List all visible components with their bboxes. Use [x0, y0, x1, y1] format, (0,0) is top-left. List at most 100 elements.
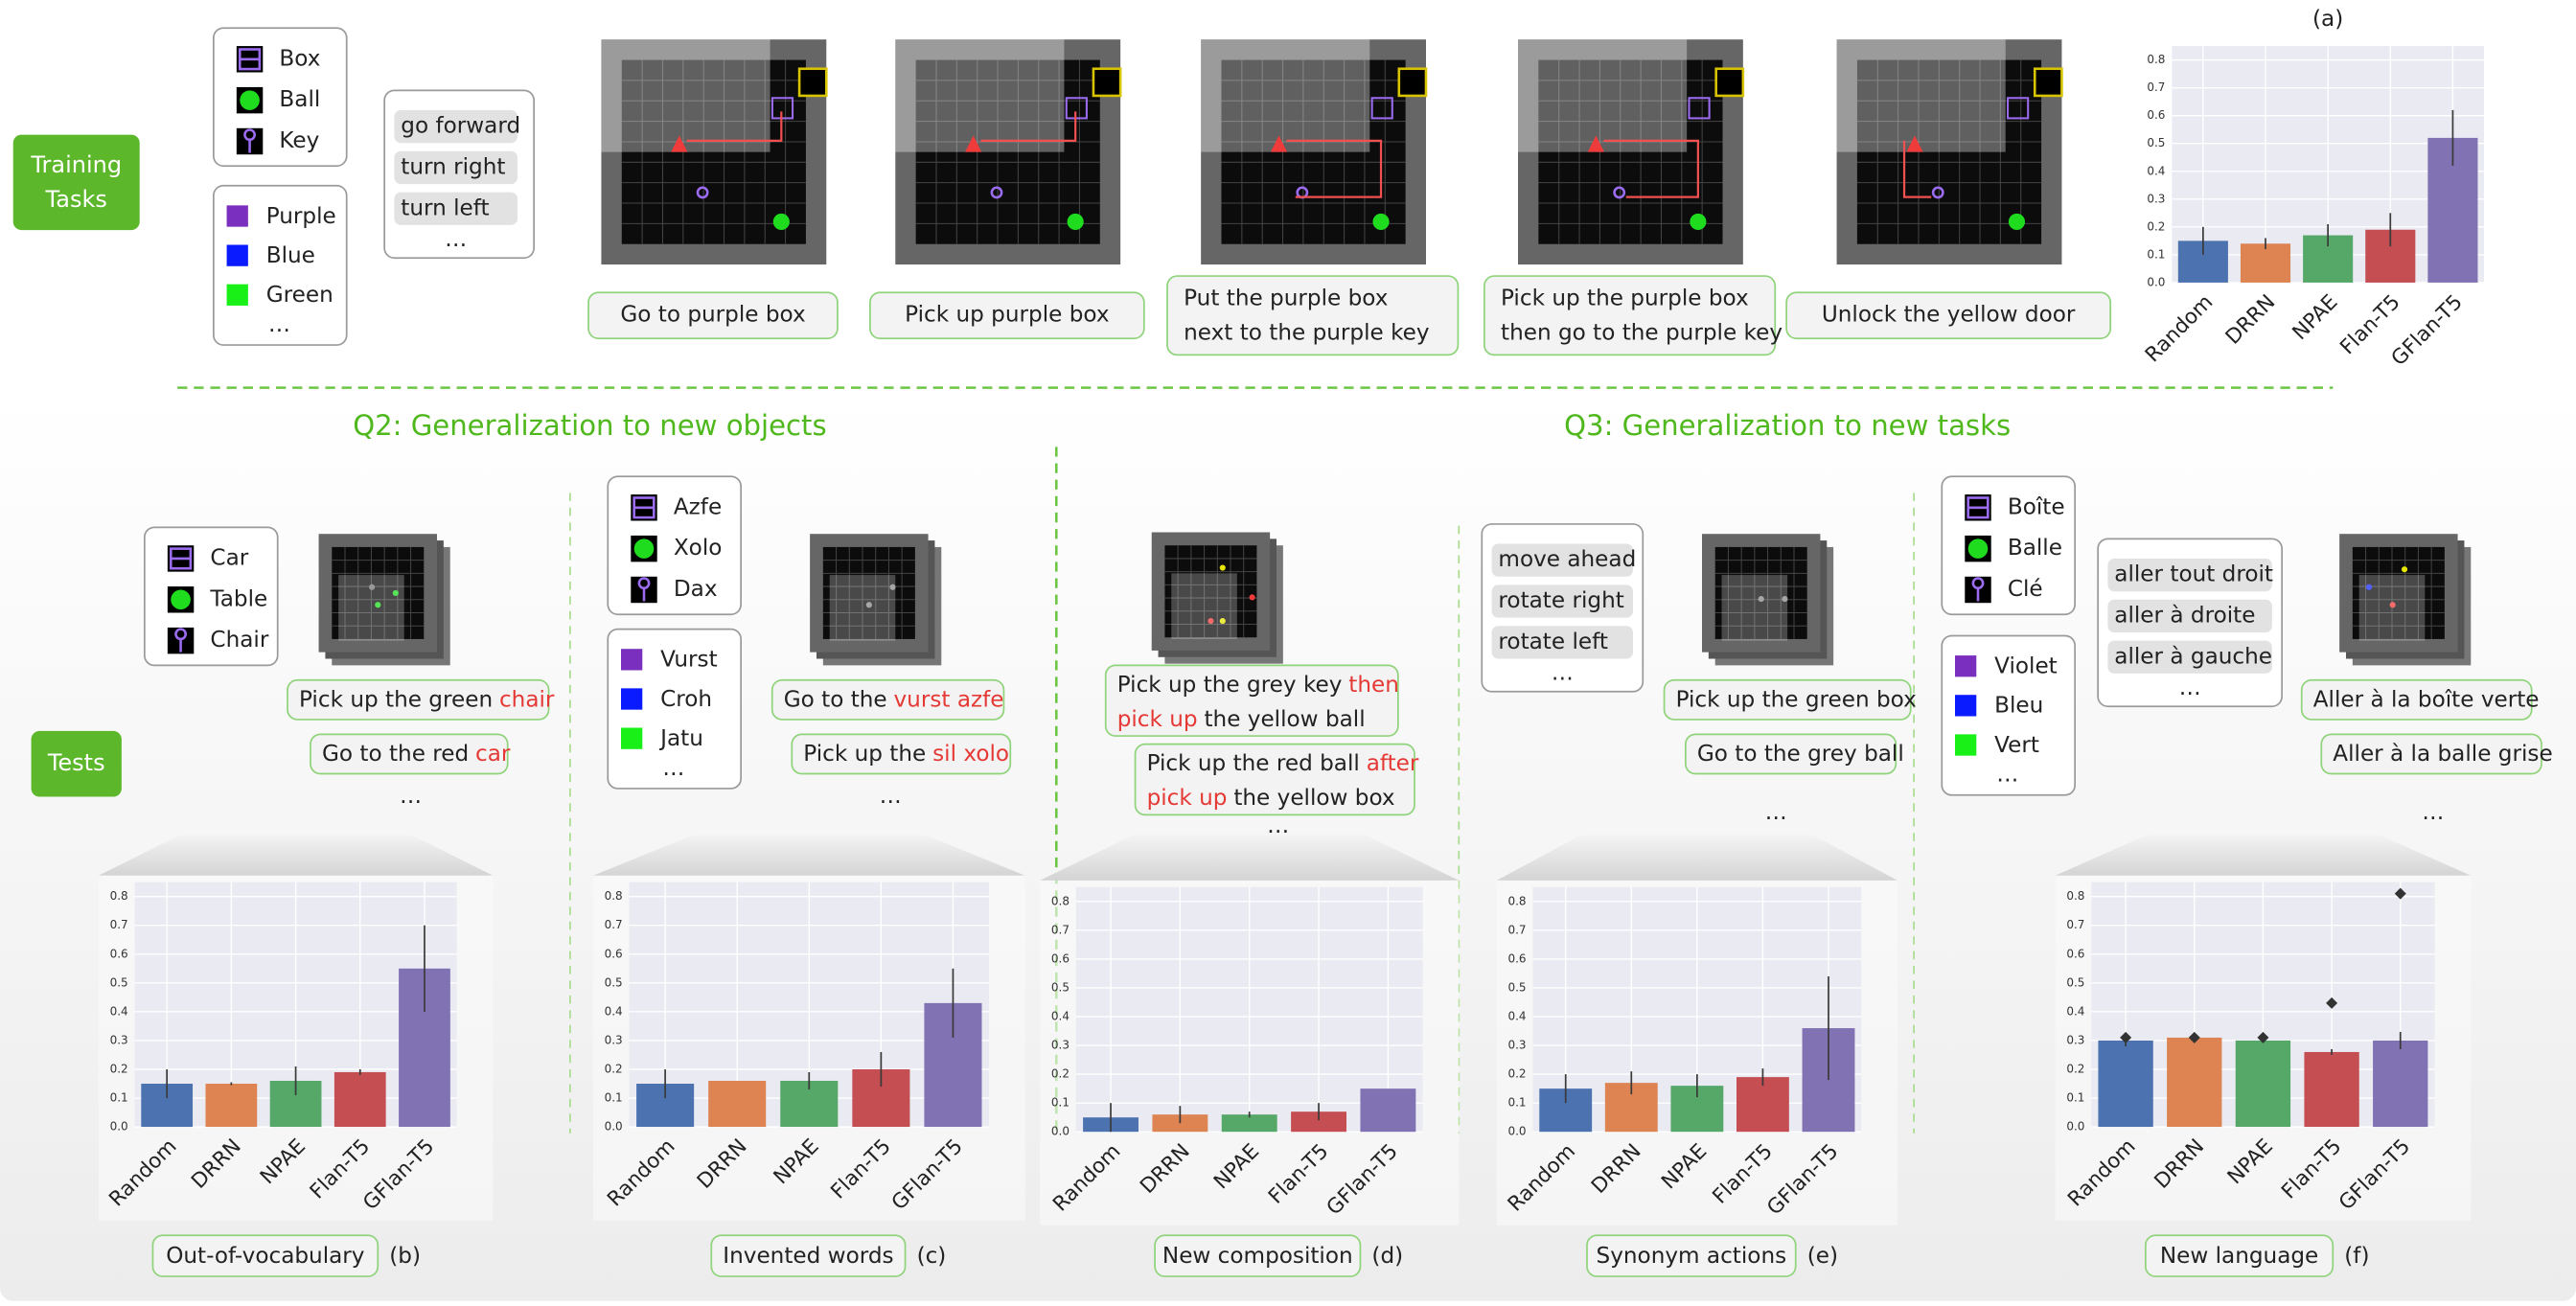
- instruction-part: Go to the red: [322, 741, 469, 766]
- env-light: [829, 575, 896, 641]
- instruction: Pick up the green box: [1676, 687, 1917, 712]
- action-chip: [394, 192, 518, 225]
- env-object: [2401, 566, 2408, 573]
- instruction-box: [2300, 678, 2533, 721]
- action-name: move ahead: [1498, 547, 1636, 572]
- color-name: Purple: [266, 204, 336, 229]
- instruction-box: [1166, 275, 1460, 356]
- env-grid: [1221, 59, 1406, 244]
- object-name: Balle: [2008, 536, 2062, 561]
- y-tick-label: 0.8: [605, 889, 623, 903]
- ellipsis: …: [268, 312, 290, 337]
- y-tick-label: 0.5: [605, 975, 623, 989]
- ball-object: [1690, 213, 1707, 231]
- env-light: [1518, 39, 1688, 152]
- instruction-part: the yellow ball: [1204, 706, 1365, 731]
- y-tick-label: 0.7: [110, 918, 128, 931]
- action-chip: [1491, 626, 1633, 659]
- env-light: [1201, 39, 1370, 152]
- y-tick-label: 0.1: [110, 1091, 128, 1105]
- door: [2033, 67, 2063, 98]
- action-name: aller à droite: [2114, 603, 2255, 628]
- y-tick-label: 0.0: [2066, 1120, 2084, 1134]
- instruction-part: Aller à la boîte verte: [2313, 687, 2540, 712]
- color-name: Green: [266, 283, 334, 308]
- env-light: [1836, 39, 2006, 152]
- instruction: Go to the red car: [322, 741, 511, 766]
- env-grid: [822, 546, 915, 639]
- object-name: Chair: [210, 628, 268, 653]
- env-light: [338, 575, 404, 641]
- env-object: [1249, 594, 1255, 601]
- instruction-box: [287, 678, 550, 721]
- env-light: [895, 39, 1065, 152]
- task-name: Go to purple box: [620, 303, 805, 328]
- object-name: Table: [209, 586, 267, 611]
- instruction-part: the yellow box: [1233, 786, 1394, 811]
- y-tick-label: 0.2: [605, 1062, 623, 1075]
- chart-title: (b): [389, 1244, 421, 1269]
- y-tick-label: 0.5: [2147, 136, 2165, 149]
- y-tick-label: 0.4: [1051, 1010, 1070, 1023]
- instruction-box: [1154, 1234, 1362, 1277]
- ellipsis: …: [1996, 763, 2018, 788]
- bar: [1221, 1114, 1277, 1133]
- box-object: [770, 97, 794, 120]
- env-grid: [1714, 546, 1807, 639]
- ellipsis: …: [2422, 800, 2444, 825]
- color-name: Croh: [660, 687, 712, 712]
- y-tick-label: 0.5: [2066, 975, 2084, 989]
- instruction-part: Go to the grey ball: [1697, 741, 1904, 766]
- instruction-part: Pick up the green box: [1676, 687, 1917, 712]
- x-tick-label: NPAE: [2288, 290, 2342, 345]
- y-tick-label: 0.6: [1507, 951, 1526, 965]
- action-name: go forward: [401, 114, 520, 139]
- env-light: [1721, 575, 1788, 641]
- color-swatch: [621, 649, 643, 671]
- action-chip: [394, 150, 518, 185]
- object-name: Box: [279, 46, 320, 71]
- instruction-box: [1785, 291, 2112, 340]
- agent: [1906, 135, 1923, 152]
- y-tick-label: 0.7: [2147, 80, 2165, 94]
- chart-caption: Invented words: [723, 1244, 893, 1269]
- y-tick-label: 0.0: [605, 1120, 623, 1134]
- marker: [2257, 1031, 2269, 1043]
- instruction: Pick up the green chair: [299, 687, 555, 712]
- y-tick-label: 0.7: [1507, 923, 1526, 936]
- env-object: [2365, 584, 2373, 590]
- ball-object: [1372, 213, 1390, 231]
- env-object: [369, 584, 376, 590]
- action-name: turn right: [401, 154, 505, 179]
- env-light: [601, 39, 770, 152]
- action-chip: [2107, 640, 2272, 674]
- instruction-box: [1104, 664, 1399, 737]
- chart-title: (d): [1371, 1244, 1403, 1269]
- x-tick-label: DRRN: [2221, 290, 2281, 350]
- chart-caption: Synonym actions: [1597, 1244, 1787, 1269]
- instruction-part: after: [1367, 751, 1419, 776]
- instruction-part: pick up: [1117, 706, 1198, 731]
- zoom-shape: [98, 834, 494, 876]
- zoom-shape: [1496, 834, 1898, 881]
- env-object: [392, 589, 399, 597]
- env-object: [865, 602, 872, 608]
- instruction: Go to the vurst azfe: [784, 687, 1004, 712]
- y-tick-label: 0.5: [110, 975, 128, 989]
- action-chip: [394, 109, 518, 144]
- action-name: rotate left: [1498, 630, 1607, 654]
- y-tick-label: 0.5: [1051, 980, 1070, 994]
- y-tick-label: 0.0: [110, 1120, 128, 1134]
- ball-object: [1067, 213, 1084, 231]
- env-grid: [621, 59, 806, 244]
- chart-title: (c): [917, 1244, 947, 1269]
- y-tick-label: 0.6: [2066, 947, 2084, 960]
- marker: [2188, 1031, 2200, 1043]
- y-tick-label: 0.4: [110, 1004, 128, 1018]
- chart-title: (f): [2344, 1244, 2369, 1269]
- instruction: Pick up the sil xolo: [803, 741, 1009, 766]
- zoom-shape: [1040, 834, 1460, 881]
- bar: [2304, 1051, 2359, 1128]
- ball-icon: [633, 538, 655, 559]
